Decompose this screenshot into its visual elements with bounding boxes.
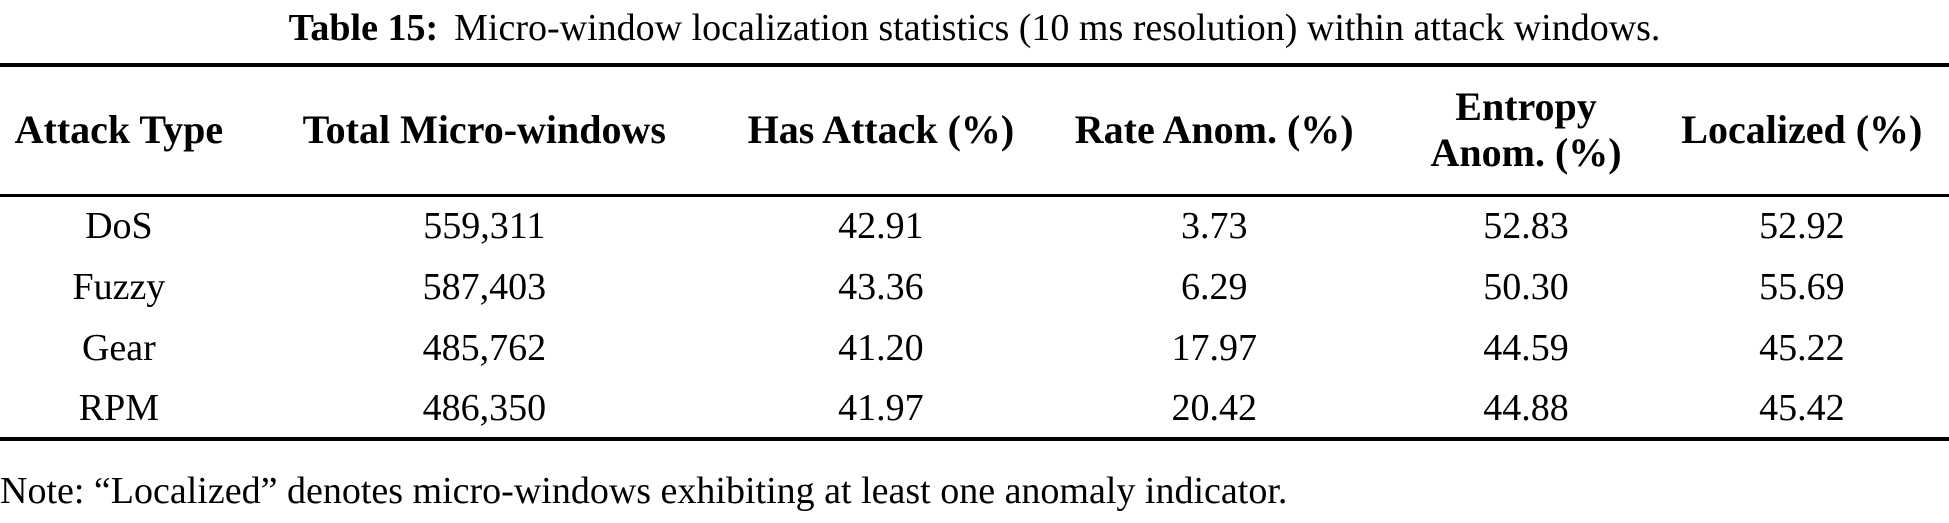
cell-total: 485,762 [422, 326, 547, 369]
table-row: Fuzzy 587,403 43.36 6.29 50.30 55.69 [0, 256, 1949, 317]
cell-attack-type: RPM [78, 386, 160, 429]
header-has-attack: Has Attack (%) [730, 65, 1031, 197]
header-row: Attack Type Total Micro-windows Has Atta… [0, 65, 1949, 197]
cell-has-attack: 42.91 [838, 205, 924, 248]
cell-attack-type: Gear [81, 326, 156, 369]
cell-localized: 55.69 [1759, 265, 1845, 308]
cell-localized: 45.42 [1759, 386, 1845, 429]
header-rate-anom: Rate Anom. (%) [1031, 65, 1398, 197]
cell-has-attack: 43.36 [838, 265, 924, 308]
caption-text: Micro-window localization statistics (10… [454, 7, 1661, 49]
cell-entropy-anom: 44.59 [1483, 326, 1569, 369]
cell-total: 559,311 [423, 205, 546, 248]
header-localized: Localized (%) [1654, 65, 1949, 197]
table-caption: Table 15: Micro-window localization stati… [0, 0, 1949, 51]
cell-attack-type: DoS [85, 205, 153, 248]
header-attack-type: Attack Type [0, 65, 238, 197]
cell-rate-anom: 20.42 [1171, 386, 1257, 429]
cell-entropy-anom: 52.83 [1483, 205, 1569, 248]
cell-localized: 45.22 [1759, 326, 1845, 369]
cell-entropy-anom: 50.30 [1483, 265, 1569, 308]
caption-label: Table 15: [288, 7, 439, 49]
cell-has-attack: 41.20 [838, 326, 924, 369]
cell-entropy-anom: 44.88 [1483, 386, 1569, 429]
header-entropy-anom: Entropy Anom. (%) [1397, 65, 1655, 197]
cell-attack-type: Fuzzy [72, 265, 166, 308]
table-note: Note: “Localized” denotes micro-windows … [0, 470, 1288, 512]
table-row: RPM 486,350 41.97 20.42 44.88 45.42 [0, 378, 1949, 439]
table-row: DoS 559,311 42.91 3.73 52.83 52.92 [0, 195, 1949, 256]
cell-has-attack: 41.97 [838, 386, 924, 429]
statistics-table: Attack Type Total Micro-windows Has Atta… [0, 63, 1949, 441]
cell-rate-anom: 17.97 [1171, 326, 1257, 369]
cell-rate-anom: 3.73 [1180, 205, 1248, 248]
table-row: Gear 485,762 41.20 17.97 44.59 45.22 [0, 317, 1949, 378]
cell-localized: 52.92 [1759, 205, 1845, 248]
cell-total: 486,350 [422, 386, 547, 429]
cell-total: 587,403 [422, 265, 547, 308]
cell-rate-anom: 6.29 [1180, 265, 1248, 308]
header-total-micro-windows: Total Micro-windows [237, 65, 731, 197]
